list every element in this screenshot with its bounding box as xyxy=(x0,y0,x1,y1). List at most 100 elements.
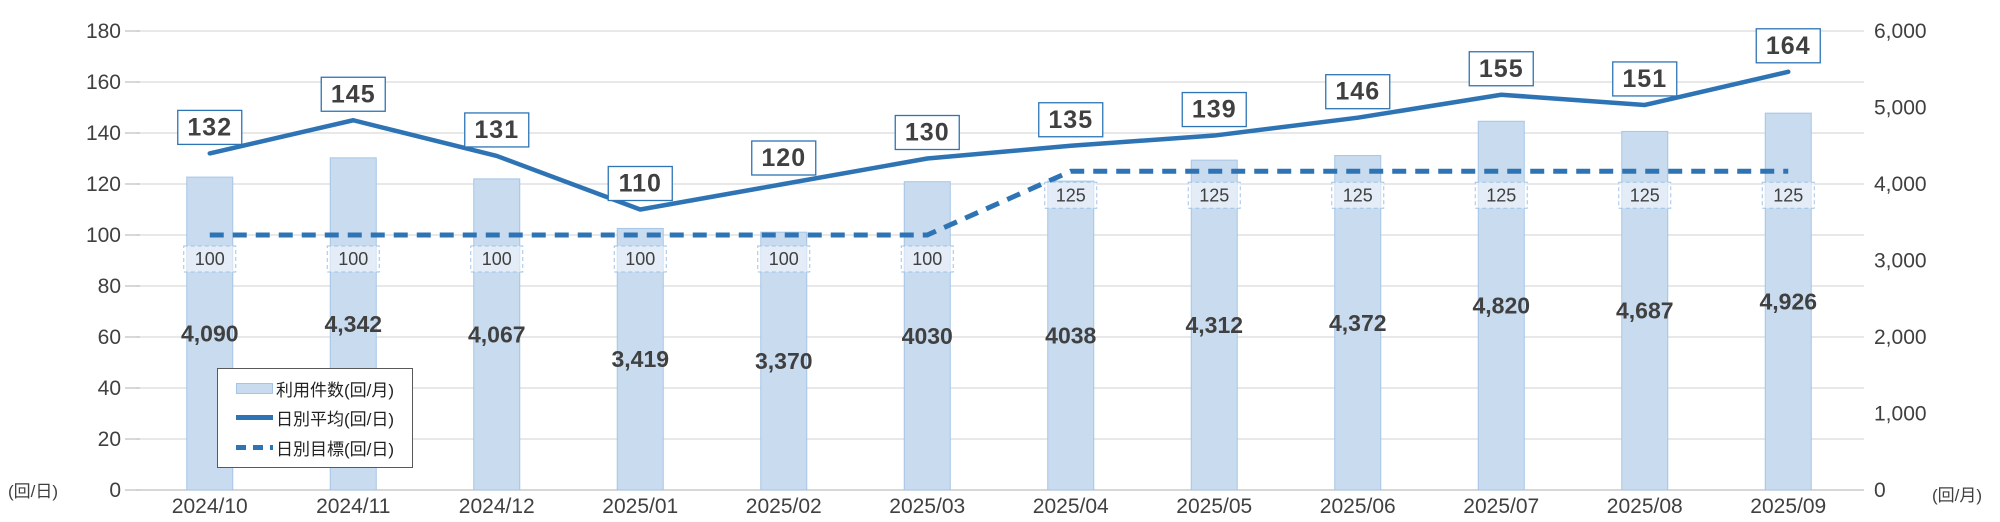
target-label-box xyxy=(183,245,237,273)
bar-value-label: 3,419 xyxy=(611,346,669,372)
average-label-box xyxy=(1612,61,1678,97)
right-axis-tick-label: 5,000 xyxy=(1874,97,1927,120)
daily-target-line xyxy=(209,168,1789,238)
left-axis-tick-label: 0 xyxy=(109,479,121,502)
target-label-box xyxy=(1618,181,1672,209)
average-label-box xyxy=(1181,91,1247,128)
target-value-label: 125 xyxy=(1773,185,1803,205)
target-label-box xyxy=(900,245,954,273)
left-axis-tick-label: 120 xyxy=(86,173,121,196)
target-value-label: 100 xyxy=(912,249,942,269)
average-value-label: 130 xyxy=(905,119,950,147)
target-label-box xyxy=(1044,181,1098,209)
bar xyxy=(1334,155,1382,491)
right-axis-unit-label: (回/月) xyxy=(1932,486,1983,505)
legend-item-daily-average: 日別平均(回/日) xyxy=(236,405,404,430)
left-axis-unit-label: (回/日) xyxy=(8,482,59,501)
bar xyxy=(473,178,521,491)
dashed-line-swatch-icon xyxy=(236,444,273,450)
target-label-box xyxy=(757,245,811,273)
solid-line-swatch-icon xyxy=(236,415,273,421)
average-label-box xyxy=(1038,102,1104,138)
right-axis-tick-label: 6,000 xyxy=(1874,20,1927,43)
target-label-box xyxy=(1474,181,1528,209)
bar-value-label: 4,090 xyxy=(181,321,239,347)
x-axis-category-label: 2025/04 xyxy=(1033,495,1109,518)
target-label-box xyxy=(1187,181,1241,209)
target-value-label: 125 xyxy=(1056,185,1086,205)
bar-value-label: 4,820 xyxy=(1472,293,1530,319)
left-axis-tick-label: 80 xyxy=(98,275,121,298)
x-axis-category-label: 2025/07 xyxy=(1463,495,1539,518)
daily-average-line xyxy=(207,69,1791,212)
x-axis-category-label: 2024/10 xyxy=(172,495,248,518)
x-axis-category-label: 2025/05 xyxy=(1176,495,1252,518)
bar-value-label: 4,312 xyxy=(1185,312,1243,338)
x-axis-category-label: 2025/01 xyxy=(602,495,678,518)
average-value-label: 110 xyxy=(619,170,662,198)
average-label-box xyxy=(177,109,243,146)
x-axis-category-label: 2025/03 xyxy=(889,495,965,518)
legend-item-daily-target: 日別目標(回/日) xyxy=(236,435,404,460)
right-axis-tick-label: 3,000 xyxy=(1874,250,1927,273)
bar-value-label: 4,342 xyxy=(324,311,382,337)
target-value-label: 100 xyxy=(338,249,368,269)
bar xyxy=(1047,180,1095,491)
bar-value-label: 4030 xyxy=(902,323,953,349)
target-label-box xyxy=(613,245,667,273)
target-value-label: 125 xyxy=(1343,185,1373,205)
average-value-label: 139 xyxy=(1192,96,1237,124)
average-value-label: 120 xyxy=(761,144,806,172)
average-value-label: 145 xyxy=(331,80,376,108)
average-label-box xyxy=(894,114,960,151)
average-value-label: 164 xyxy=(1766,32,1811,60)
target-label-box xyxy=(1761,181,1815,209)
left-axis-tick-label: 20 xyxy=(98,428,121,451)
x-axis-category-label: 2024/12 xyxy=(459,495,535,518)
x-axis-category-label: 2025/09 xyxy=(1750,495,1826,518)
x-axis-category-label: 2025/08 xyxy=(1607,495,1683,518)
average-value-label: 155 xyxy=(1479,55,1524,83)
bar-value-label: 4,926 xyxy=(1759,289,1817,315)
bar-swatch-icon xyxy=(236,383,273,395)
left-axis-tick-label: 160 xyxy=(86,71,121,94)
legend: 利用件数(回/月) 日別平均(回/日) 日別目標(回/日) xyxy=(217,368,413,468)
average-label-box xyxy=(320,76,386,112)
bar-value-label: 4,372 xyxy=(1329,310,1387,336)
legend-item-usage: 利用件数(回/月) xyxy=(236,376,404,401)
x-axis-category-label: 2025/06 xyxy=(1320,495,1396,518)
left-axis-tick-label: 140 xyxy=(86,122,121,145)
bar xyxy=(1190,159,1238,491)
bar-value-label: 4038 xyxy=(1045,323,1096,349)
right-axis-tick-label: 4,000 xyxy=(1874,173,1927,196)
target-label-box xyxy=(326,245,380,273)
average-value-label: 146 xyxy=(1335,78,1380,106)
target-value-label: 125 xyxy=(1199,185,1229,205)
target-value-label: 100 xyxy=(769,249,799,269)
legend-label-usage: 利用件数(回/月) xyxy=(276,381,395,401)
average-value-label: 131 xyxy=(474,116,519,144)
target-value-label: 100 xyxy=(625,249,655,269)
target-value-label: 100 xyxy=(195,249,225,269)
right-axis-tick-label: 0 xyxy=(1874,479,1886,502)
average-label-box xyxy=(607,165,673,202)
right-axis-tick-label: 1,000 xyxy=(1874,403,1927,426)
average-value-label: 135 xyxy=(1048,106,1093,134)
x-axis-category-label: 2024/11 xyxy=(316,495,390,518)
target-label-box xyxy=(1331,181,1385,209)
bar-value-label: 4,067 xyxy=(468,321,526,347)
left-axis-tick-label: 60 xyxy=(98,326,121,349)
bar xyxy=(760,231,808,491)
average-label-box xyxy=(464,112,530,148)
target-value-label: 125 xyxy=(1630,185,1660,205)
target-value-label: 125 xyxy=(1486,185,1516,205)
average-label-box xyxy=(1468,51,1534,87)
x-axis-category-label: 2025/02 xyxy=(746,495,822,518)
bar-value-label: 4,687 xyxy=(1616,298,1674,324)
average-label-box xyxy=(1755,28,1821,64)
target-value-label: 100 xyxy=(482,249,512,269)
right-axis-tick-label: 2,000 xyxy=(1874,326,1927,349)
left-axis-tick-label: 40 xyxy=(98,377,121,400)
